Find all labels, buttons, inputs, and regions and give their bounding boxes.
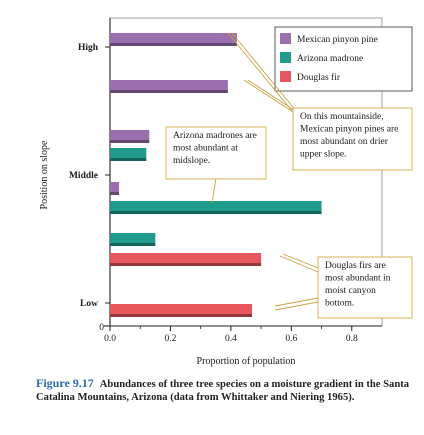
y-axis-title: Position on slope xyxy=(39,140,50,209)
bar xyxy=(110,201,322,214)
bar xyxy=(110,304,253,317)
legend-box xyxy=(274,26,413,92)
annotation-douglas-text: bottom. xyxy=(325,299,354,309)
annotation-madrone-text: midslope. xyxy=(173,156,210,166)
bar xyxy=(110,182,120,195)
legend-swatch xyxy=(280,71,291,82)
x-tick-label: 0.4 xyxy=(225,334,237,344)
annotation-pinyon-box xyxy=(292,107,413,171)
annotation-pinyon-text: most abundant on drier xyxy=(300,137,389,147)
annotation-madrone-text: most abundant at xyxy=(173,144,238,154)
bar-shadow xyxy=(110,192,120,195)
annotation-pinyon-text: On this mountainside, xyxy=(300,112,384,122)
bar-shadow xyxy=(110,314,253,317)
bar xyxy=(110,148,147,161)
annotation-pinyon-text: Mexican pinyon pines are xyxy=(300,125,398,135)
bar xyxy=(110,253,262,266)
legend-swatch xyxy=(280,33,291,44)
x-tick-label: 0.0 xyxy=(104,334,116,344)
bar-shadow xyxy=(110,43,237,46)
x-tick-label: 0.2 xyxy=(165,334,177,344)
bar xyxy=(110,130,150,143)
bar-shadow xyxy=(110,90,228,93)
annotation-leader xyxy=(227,32,294,113)
y-zero-label: 0 xyxy=(99,323,104,333)
annotation-leader xyxy=(243,79,294,113)
chart-area: 0.0 0.2 0.4 0.6 0.8 High Middle Low 0 Proportion … xyxy=(39,17,413,367)
bar xyxy=(110,233,156,246)
bar-shadow xyxy=(110,158,147,161)
position-label: Middle xyxy=(69,171,98,181)
figure-label: Figure 9.17 xyxy=(36,376,94,390)
position-label: High xyxy=(78,43,99,53)
annotation-leader xyxy=(211,177,217,204)
annotation-madrone-text: Arizona madrones are xyxy=(173,131,257,141)
annotation-douglas-text: moist canyon xyxy=(325,286,376,296)
annotation-madrone-box xyxy=(165,126,267,180)
x-tick-label: 0.8 xyxy=(346,334,358,344)
bar-shadow xyxy=(110,263,262,266)
bar xyxy=(110,80,228,93)
legend-label: Douglas fir xyxy=(297,72,341,83)
annotation-leader xyxy=(279,255,319,273)
annotation-leader xyxy=(274,297,319,307)
x-axis-title: Proportion of population xyxy=(197,356,296,367)
annotation-pinyon-text: upper slope. xyxy=(300,150,346,160)
figure-caption: Figure 9.17 Abundances of three tree spec… xyxy=(36,377,412,404)
annotation-douglas-text: most abundant in xyxy=(325,274,391,284)
legend-label: Mexican pinyon pine xyxy=(297,35,378,45)
bar xyxy=(110,33,237,46)
bar-shadow xyxy=(110,211,322,214)
annotation-leader xyxy=(231,32,298,113)
bar-shadow xyxy=(110,140,150,143)
legend-swatch xyxy=(280,52,291,63)
position-label: Low xyxy=(80,299,98,309)
caption-text: Abundances of three tree species on a mo… xyxy=(36,379,410,403)
x-tick-label: 0.6 xyxy=(285,334,297,344)
legend-label: Arizona madrone xyxy=(297,54,363,64)
annotation-leader xyxy=(247,79,298,113)
annotation-douglas-text: Douglas firs are xyxy=(325,260,386,271)
annotation-leader xyxy=(274,301,319,311)
bar-shadow xyxy=(110,243,156,246)
annotation-douglas-box xyxy=(317,256,413,319)
annotation-leader xyxy=(282,253,319,269)
